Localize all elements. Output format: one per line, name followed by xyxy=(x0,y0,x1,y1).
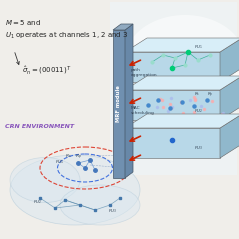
Polygon shape xyxy=(113,24,133,30)
Polygon shape xyxy=(125,52,220,82)
Polygon shape xyxy=(113,30,125,178)
Text: $U_1$ operates at channels 1, 2 and 3: $U_1$ operates at channels 1, 2 and 3 xyxy=(5,31,129,41)
Text: MRF module: MRF module xyxy=(116,86,121,122)
Text: $M = 5$ and: $M = 5$ and xyxy=(5,18,41,27)
Text: $PU_1$: $PU_1$ xyxy=(194,43,203,51)
Text: $PU_3$: $PU_3$ xyxy=(194,144,203,152)
Text: $R_p$: $R_p$ xyxy=(75,152,81,161)
Polygon shape xyxy=(125,76,239,90)
Text: $PU_2$: $PU_2$ xyxy=(194,107,203,114)
Polygon shape xyxy=(220,38,239,82)
Ellipse shape xyxy=(10,155,140,225)
Text: $R_p$: $R_p$ xyxy=(207,90,214,99)
Text: CRN ENVIRONMENT: CRN ENVIRONMENT xyxy=(5,124,74,129)
Polygon shape xyxy=(125,114,239,128)
Polygon shape xyxy=(110,2,237,175)
Text: $PU_3$: $PU_3$ xyxy=(109,207,118,215)
Polygon shape xyxy=(220,76,239,120)
Ellipse shape xyxy=(125,15,239,105)
Text: $R_s$: $R_s$ xyxy=(65,152,71,160)
Text: $\hat{\sigma}_n = (00011)^T$: $\hat{\sigma}_n = (00011)^T$ xyxy=(22,65,71,77)
Text: path
aggregation: path aggregation xyxy=(131,68,158,77)
Polygon shape xyxy=(220,114,239,158)
Text: MAC
scheduling: MAC scheduling xyxy=(131,106,155,115)
Polygon shape xyxy=(125,128,220,158)
Polygon shape xyxy=(125,24,133,178)
Ellipse shape xyxy=(10,158,80,202)
Polygon shape xyxy=(125,90,220,120)
Text: $R_s$: $R_s$ xyxy=(194,90,200,98)
Text: $PU_1$: $PU_1$ xyxy=(55,158,65,166)
Text: $PU_2$: $PU_2$ xyxy=(33,198,43,206)
Polygon shape xyxy=(125,38,239,52)
Ellipse shape xyxy=(60,185,140,225)
